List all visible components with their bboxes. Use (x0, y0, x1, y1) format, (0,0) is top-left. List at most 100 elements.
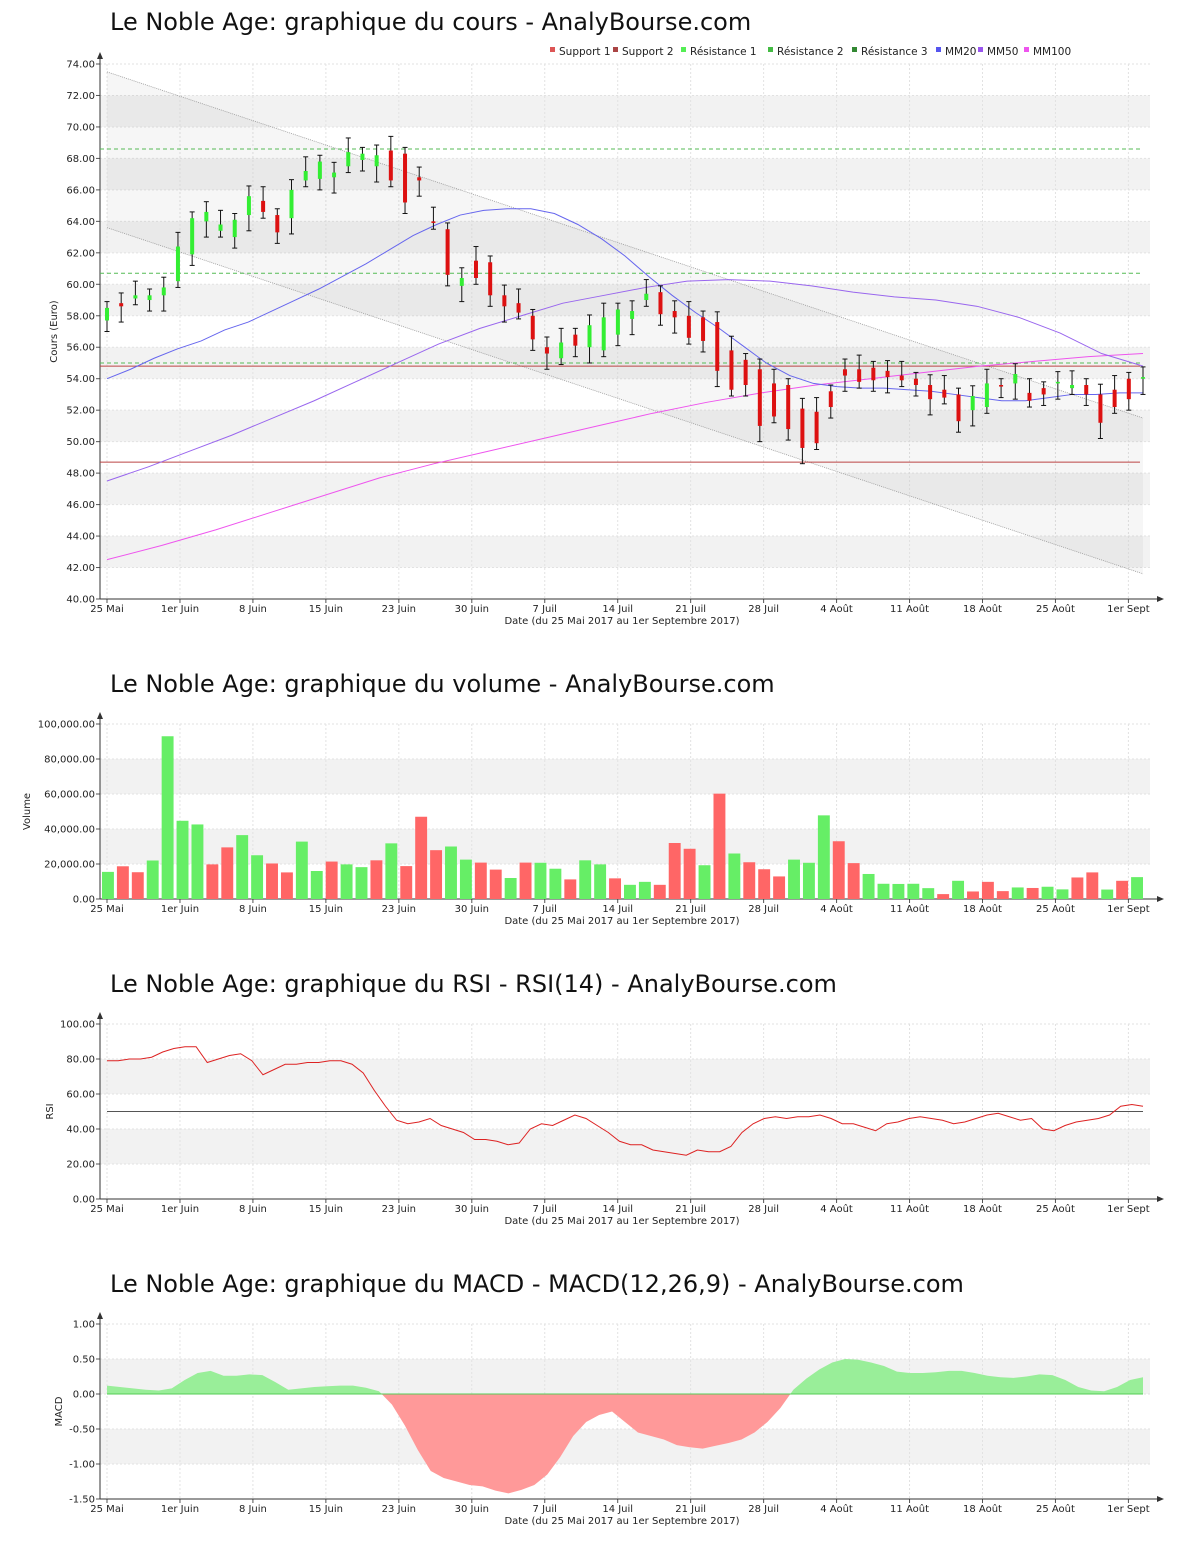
candle-body (218, 224, 223, 231)
candle-body (786, 385, 791, 430)
candle-body (275, 215, 280, 233)
volume-chart: 0.00 20,000.00 40,000.00 60,000.00 80,000.00… (22, 712, 1164, 927)
volume-bar (549, 868, 562, 899)
candle-body (701, 317, 706, 341)
price-xtick-label: 14 Juil (602, 604, 633, 615)
macd-ytick-label: -1.50 (69, 1495, 95, 1506)
candle-body (1112, 389, 1117, 408)
volume-bar (847, 863, 860, 899)
volume-bar (325, 861, 338, 899)
candle-body (303, 171, 308, 181)
volume-chart-title: Le Noble Age: graphique du volume - Anal… (110, 670, 775, 698)
volume-bar (773, 876, 786, 899)
volume-xtick-label: 18 Août (963, 903, 1002, 915)
rsi-xtick-label: 4 Août (820, 1203, 853, 1215)
price-xtick-label: 25 Mai (90, 604, 123, 615)
volume-bar (1101, 889, 1114, 899)
rsi-panel: Le Noble Age: graphique du RSI - RSI(14)… (0, 962, 1200, 1242)
volume-bar (206, 864, 219, 899)
volume-ytick-label: 20,000.00 (44, 860, 95, 871)
candle-body (828, 391, 833, 408)
volume-bar (504, 878, 517, 899)
macd-ytick-label: -0.50 (69, 1425, 95, 1436)
volume-xtick-label: 4 Août (820, 903, 853, 915)
volume-xtick-label: 25 Mai (90, 904, 123, 915)
rsi-ytick-label: 40.00 (66, 1125, 95, 1136)
price-ytick-label: 54.00 (66, 374, 95, 385)
price-chart-title: Le Noble Age: graphique du cours - Analy… (110, 8, 752, 36)
macd-ytick-label: 0.00 (73, 1390, 95, 1401)
price-ytick-label: 60.00 (66, 280, 95, 291)
candle-body (615, 309, 620, 335)
volume-bar (355, 867, 368, 899)
volume-bar (430, 850, 443, 899)
volume-panel: Le Noble Age: graphique du volume - Anal… (0, 662, 1200, 942)
volume-xtick-label: 1er Sept (1107, 904, 1150, 915)
macd-xtick-label: 25 Mai (90, 1504, 123, 1515)
price-ytick-label: 48.00 (66, 469, 95, 480)
volume-bar (221, 847, 234, 899)
volume-bar (280, 872, 293, 899)
candle-body (1013, 373, 1018, 384)
volume-ytick-label: 80,000.00 (44, 755, 95, 766)
volume-bar (161, 736, 174, 899)
candle-body (544, 347, 549, 354)
candle-body (417, 177, 422, 181)
rsi-y-axis-arrow (97, 1012, 103, 1019)
price-band (100, 95, 1150, 127)
volume-y-axis-arrow (97, 712, 103, 719)
volume-bar (892, 883, 905, 899)
candle-body (559, 342, 564, 359)
price-xtick-label: 28 Juil (748, 604, 779, 615)
rsi-xtick-label: 23 Juin (382, 1204, 416, 1215)
macd-xtick-label: 1er Juin (161, 1504, 199, 1515)
volume-bar (1041, 886, 1054, 899)
price-ytick-label: 52.00 (66, 406, 95, 417)
price-ytick-label: 64.00 (66, 217, 95, 228)
price-xtick-label: 1er Sept (1107, 604, 1150, 615)
volume-bar (176, 820, 189, 899)
volume-xtick-label: 23 Juin (382, 904, 416, 915)
rsi-xtick-label: 28 Juil (748, 1204, 779, 1215)
volume-bar (728, 853, 741, 899)
candle-body (346, 152, 351, 167)
candle-body (885, 370, 890, 378)
price-ytick-label: 44.00 (66, 532, 95, 543)
mm50-line (106, 279, 1144, 482)
volume-ytick-label: 100,000.00 (38, 720, 95, 731)
candle-body (502, 295, 507, 307)
price-band (100, 158, 1150, 190)
price-xtick-label: 8 Juin (239, 604, 267, 615)
price-ytick-label: 42.00 (66, 563, 95, 574)
price-xtick-label: 11 Août (890, 603, 929, 615)
volume-bar (459, 859, 472, 899)
volume-y-axis-label: Volume (22, 793, 33, 830)
rsi-xtick-label: 18 Août (963, 1203, 1002, 1215)
rsi-band (100, 1059, 1150, 1094)
candle-body (516, 303, 521, 313)
volume-bar (922, 888, 935, 899)
price-x-axis-label: Date (du 25 Mai 2017 au 1er Septembre 20… (504, 616, 739, 627)
candle-body (1070, 385, 1075, 389)
macd-xtick-label: 28 Juil (748, 1504, 779, 1515)
volume-bar (116, 866, 129, 899)
price-panel: Le Noble Age: graphique du cours - Analy… (0, 0, 1200, 640)
volume-bar (624, 884, 636, 899)
rsi-x-axis-arrow (1157, 1196, 1164, 1202)
candle-body (161, 287, 166, 296)
rsi-xtick-label: 25 Mai (90, 1204, 123, 1215)
macd-xtick-label: 1er Sept (1107, 1504, 1150, 1515)
candle-body (360, 153, 365, 160)
candle-body (488, 262, 493, 296)
legend-swatch (613, 47, 618, 52)
price-xtick-label: 21 Juil (675, 604, 706, 615)
candle-body (913, 378, 918, 385)
legend-label: Résistance 1 (690, 46, 757, 58)
price-ytick-label: 40.00 (66, 595, 95, 606)
price-band (100, 536, 1150, 568)
price-ytick-label: 72.00 (66, 91, 95, 102)
rsi-ytick-label: 0.00 (73, 1195, 95, 1206)
price-xtick-label: 25 Août (1036, 603, 1075, 615)
macd-xtick-label: 14 Juil (602, 1504, 633, 1515)
volume-xtick-label: 11 Août (890, 903, 929, 915)
